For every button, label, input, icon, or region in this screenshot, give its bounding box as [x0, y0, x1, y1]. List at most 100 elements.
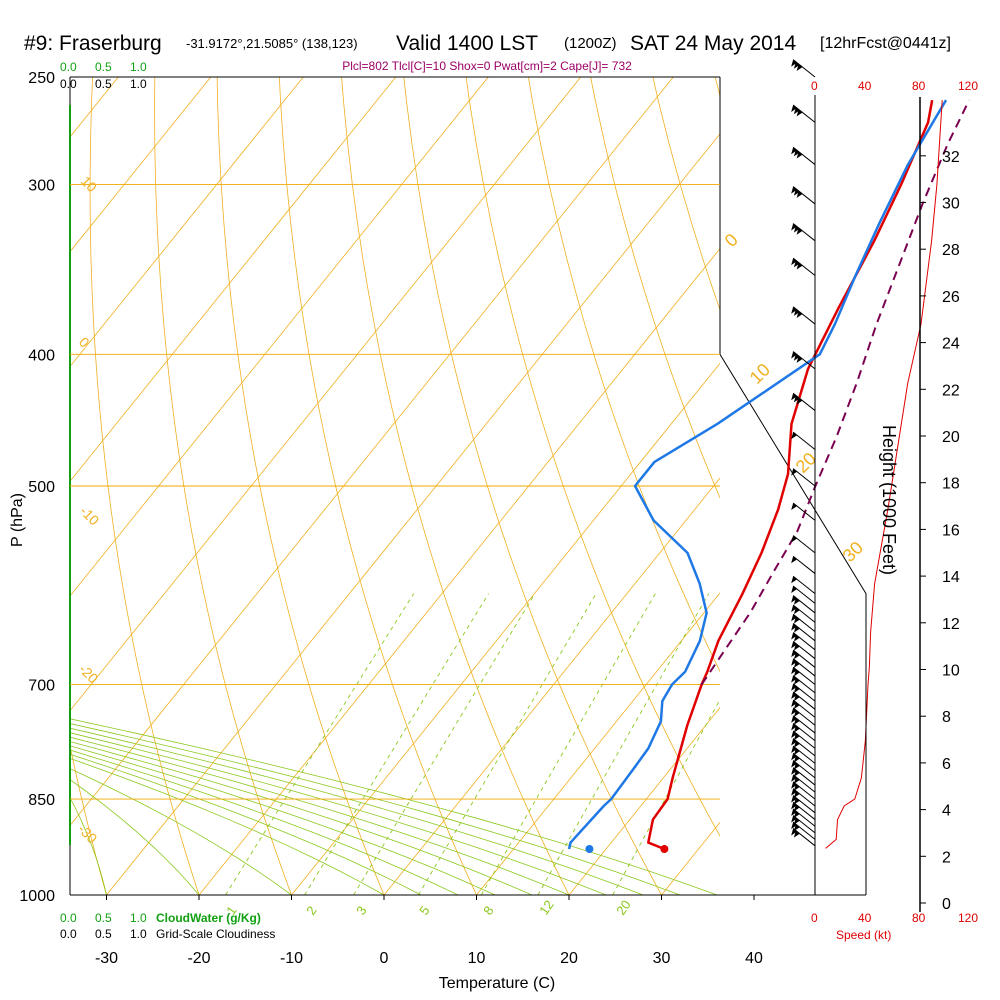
plot-area: [0, 53, 1000, 895]
wind-barb-flag: [793, 824, 800, 832]
wind-barb-flag: [796, 151, 803, 159]
wind-barb-flag: [796, 227, 803, 235]
surface-dewpoint-marker: [585, 844, 594, 853]
mixing-ratio-label: 8: [480, 903, 496, 918]
mixing-ratio-label: 3: [353, 903, 369, 918]
temperature-trace: [646, 99, 934, 851]
height-tick-label: 0: [942, 896, 951, 913]
gs-tick-top-2: 1.0: [130, 77, 147, 91]
moist-adiabat-line: [70, 779, 200, 895]
temperature-tick-label: 20: [560, 950, 578, 967]
wind-barb-flag: [793, 776, 800, 784]
wind-barb-flag: [793, 797, 800, 805]
dry-adiabat-line: [832, 53, 1000, 895]
isotherm-line: [0, 77, 26, 895]
dry-adiabat-line: [216, 77, 385, 895]
wind-barbs: [791, 59, 943, 849]
pressure-tick-label: 250: [28, 70, 55, 87]
wind-barb-flag: [793, 769, 800, 777]
wind-barb-flag: [793, 811, 800, 819]
wind-barb-flag: [791, 623, 798, 631]
height-tick-label: 10: [942, 663, 960, 680]
wind-barb-flag: [791, 675, 798, 683]
wind-barb-flag: [793, 634, 800, 642]
isotherm-line: [476, 592, 720, 895]
moist-adiabat-line: [70, 736, 570, 895]
dry-adiabat-line: [70, 743, 107, 895]
dry-adiabat-label: 0: [721, 230, 742, 251]
wind-barb-flag: [791, 707, 798, 715]
wind-barb-flag: [796, 355, 803, 363]
cw-tick-top-2: 1.0: [130, 60, 147, 74]
speed-tick-bot-1: 40: [858, 911, 872, 925]
x-axis-title: Temperature (C): [439, 975, 555, 992]
wind-barb-flag: [793, 353, 800, 361]
cloudiness-label: Grid-Scale Cloudiness: [156, 927, 275, 941]
wind-barb-flag: [791, 223, 798, 231]
wind-barb-flag: [793, 625, 800, 633]
moist-adiabat-line: [70, 727, 644, 895]
temperature-tick-label: -30: [95, 950, 118, 967]
speed-tick-bot-0: 0: [811, 911, 818, 925]
y-axis-title: P (hPa): [9, 493, 26, 547]
wind-barb-flag: [791, 715, 798, 723]
dry-adiabat-line: [527, 77, 720, 673]
cw-tick-bot-2: 1.0: [130, 911, 147, 925]
wind-barb-flag: [791, 258, 798, 266]
height-tick-label: 4: [942, 803, 951, 820]
height-tick-label: 24: [942, 336, 960, 353]
wind-barb-flag: [793, 804, 800, 812]
wind-barb-flag: [791, 535, 798, 543]
wind-barb-flag: [791, 585, 798, 593]
speed-tick-top-2: 80: [912, 79, 926, 93]
wind-barb-flag: [791, 393, 798, 401]
parcel-trace: [700, 99, 971, 686]
stability-indices: Plcl=802 Tlcl[C]=10 Shox=0 Pwat[cm]=2 Ca…: [342, 59, 632, 73]
height-tick-label: 32: [942, 149, 960, 166]
mixing-ratio-line: [353, 593, 536, 895]
height-tick-label: 18: [942, 476, 960, 493]
pressure-tick-label: 500: [28, 479, 55, 496]
wind-barb-flag: [791, 432, 798, 440]
wind-barb-flag: [791, 59, 798, 67]
dry-adiabat-line: [89, 77, 200, 895]
wind-barb-flag: [793, 748, 800, 756]
dry-adiabat-line: [955, 53, 1000, 895]
wind-barb-flag: [791, 767, 798, 775]
wind-barb-flag: [793, 790, 800, 798]
dry-adiabat-line: [403, 77, 662, 895]
wind-barb-flag: [793, 260, 800, 268]
wind-barb-flag: [796, 63, 803, 71]
height-tick-label: 28: [942, 242, 960, 259]
wind-barb-flag: [793, 710, 800, 718]
temperature-tick-label: 30: [653, 950, 671, 967]
wind-barb-flag: [793, 61, 800, 69]
moist-adiabat-line: [70, 753, 422, 895]
station-coords: -31.9172°,21.5085° (138,123): [186, 36, 358, 51]
mixing-ratio-label: 20: [613, 897, 634, 917]
dry-adiabat-line: [278, 77, 477, 895]
moist-adiabat-line: [70, 745, 496, 895]
wind-barb-flag: [791, 795, 798, 803]
speed-tick-bot-2: 80: [912, 911, 926, 925]
wind-barb-flag: [791, 738, 798, 746]
moist-adiabat-line: [70, 768, 292, 895]
wind-barb-flag: [793, 616, 800, 624]
cw-tick-bot-0: 0.0: [60, 911, 77, 925]
wind-barb-flag: [793, 308, 800, 316]
wind-barb-flag: [793, 725, 800, 733]
wind-barb-flag: [793, 149, 800, 157]
wind-barb-flag: [791, 641, 798, 649]
height-tick-label: 2: [942, 849, 951, 866]
wind-barb-flag: [793, 702, 800, 710]
dry-adiabat-line: [465, 77, 720, 837]
wind-barb-flag: [791, 828, 798, 836]
wind-barb-flag: [793, 107, 800, 115]
isotherm-label: -10: [77, 503, 103, 529]
temperature-tick-label: -20: [187, 950, 210, 967]
speed-tick-top-3: 120: [958, 79, 978, 93]
cw-tick-top-1: 0.5: [95, 60, 112, 74]
pressure-tick-label: 400: [28, 347, 55, 364]
forecast-date: SAT 24 May 2014: [630, 32, 796, 55]
wind-barb-flag: [796, 190, 803, 198]
